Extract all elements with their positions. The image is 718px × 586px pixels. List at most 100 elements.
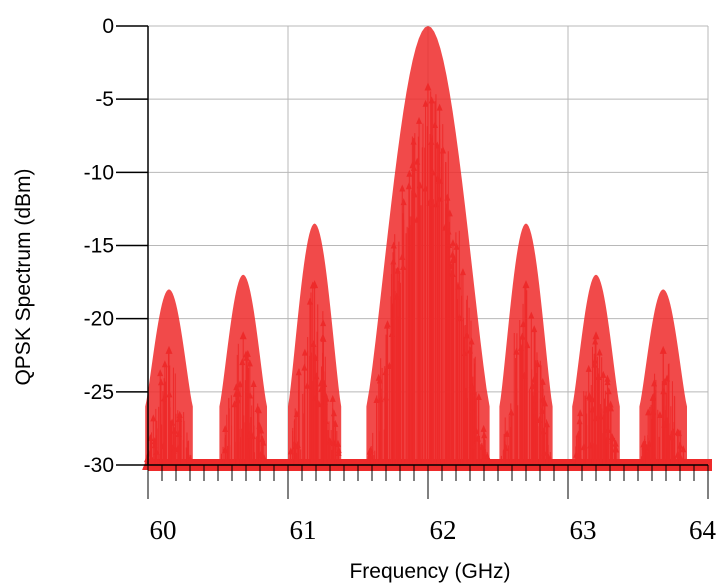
x-tick-label: 62 — [430, 515, 457, 545]
marker-triangle — [448, 270, 455, 278]
marker-triangle — [484, 454, 491, 462]
y-tick-label: -20 — [84, 308, 114, 331]
marker-triangle — [592, 337, 599, 345]
marker-triangle — [329, 394, 336, 402]
marker-triangle — [161, 394, 168, 402]
peak-marker — [522, 280, 530, 289]
marker-triangle — [502, 444, 509, 452]
peak-marker — [311, 280, 319, 289]
peak-marker — [659, 345, 667, 354]
marker-triangle — [607, 404, 614, 412]
y-tick-label: -5 — [95, 88, 114, 111]
marker-triangle — [150, 414, 157, 422]
marker-triangle — [246, 359, 253, 367]
marker-triangle — [429, 168, 436, 176]
x-ticks: 60 61 62 63 64 — [147, 465, 717, 545]
peak-marker — [592, 331, 600, 340]
marker-triangle — [669, 427, 676, 435]
marker-triangle — [607, 400, 614, 408]
marker-triangle — [330, 409, 337, 417]
x-tick-label: 63 — [570, 515, 597, 545]
marker-triangle — [676, 441, 683, 449]
x-axis-label: Frequency (GHz) — [349, 560, 510, 583]
marker-triangle — [680, 445, 687, 453]
marker-triangle — [470, 441, 477, 449]
marker-triangle — [600, 370, 607, 378]
marker-triangle — [674, 450, 681, 458]
marker-triangle — [243, 350, 250, 358]
marker-triangle — [683, 462, 690, 470]
marker-triangle — [239, 358, 246, 366]
marker-triangle — [531, 325, 538, 333]
spectral-lobe — [365, 26, 491, 468]
marker-triangle — [250, 380, 257, 388]
marker-triangle — [416, 116, 423, 124]
y-ticks: 0 -5 -10 -15 -20 -25 -30 — [84, 15, 148, 477]
marker-triangle — [446, 209, 453, 217]
marker-triangle — [453, 242, 460, 250]
marker-triangle — [366, 447, 373, 455]
marker-triangle — [243, 353, 250, 361]
marker-triangle — [474, 434, 481, 442]
marker-triangle — [519, 332, 526, 340]
marker-triangle — [390, 241, 397, 249]
marker-triangle — [575, 430, 582, 438]
marker-triangle — [436, 103, 443, 111]
marker-triangle — [580, 443, 587, 451]
marker-triangle — [468, 337, 475, 345]
marker-triangle — [142, 462, 149, 470]
marker-triangle — [461, 349, 468, 357]
peak-marker — [165, 345, 173, 354]
marker-triangle — [405, 182, 412, 190]
marker-triangle — [422, 99, 429, 107]
marker-triangle — [475, 393, 482, 401]
marker-triangle — [456, 314, 463, 322]
marker-triangle — [449, 250, 456, 258]
marker-triangle — [256, 421, 263, 429]
marker-triangle — [428, 96, 435, 104]
marker-triangle — [513, 347, 520, 355]
marker-triangle — [459, 268, 466, 276]
marker-triangle — [592, 356, 599, 364]
spectral-lobe — [216, 274, 269, 470]
marker-triangle — [605, 426, 612, 434]
marker-triangle — [383, 321, 390, 329]
marker-triangle — [528, 311, 535, 319]
marker-triangle — [306, 297, 313, 305]
marker-triangle — [169, 418, 176, 426]
marker-triangle — [469, 384, 476, 392]
peak-marker — [239, 331, 247, 340]
x-tick-label: 61 — [290, 515, 317, 545]
marker-triangle — [301, 363, 308, 371]
marker-triangle — [508, 408, 515, 416]
spectral-lobe — [142, 289, 194, 470]
y-tick-label: 0 — [102, 15, 114, 38]
marker-triangle — [261, 454, 268, 462]
marker-triangle — [444, 193, 451, 201]
marker-triangle — [249, 432, 256, 440]
marker-triangle — [585, 364, 592, 372]
marker-triangle — [335, 439, 342, 447]
y-axis-label: QPSK Spectrum (dBm) — [12, 168, 35, 385]
x-tick-label: 60 — [150, 515, 177, 545]
marker-triangle — [295, 368, 302, 376]
marker-triangle — [327, 437, 334, 445]
marker-triangle — [161, 360, 168, 368]
marker-triangle — [301, 348, 308, 356]
marker-triangle — [604, 374, 611, 382]
marker-triangle — [463, 331, 470, 339]
marker-triangle — [536, 416, 543, 424]
marker-triangle — [650, 393, 657, 401]
marker-triangle — [386, 361, 393, 369]
marker-triangle — [337, 462, 344, 470]
y-tick-label: -10 — [84, 161, 114, 184]
marker-triangle — [539, 395, 546, 403]
marker-triangle — [440, 146, 447, 154]
spectral-lobe — [496, 223, 555, 470]
spectral-lobe — [637, 289, 690, 470]
y-tick-label: -25 — [84, 381, 114, 404]
marker-triangle — [656, 410, 663, 418]
marker-triangle — [157, 369, 164, 377]
spectrum-series — [142, 26, 712, 471]
